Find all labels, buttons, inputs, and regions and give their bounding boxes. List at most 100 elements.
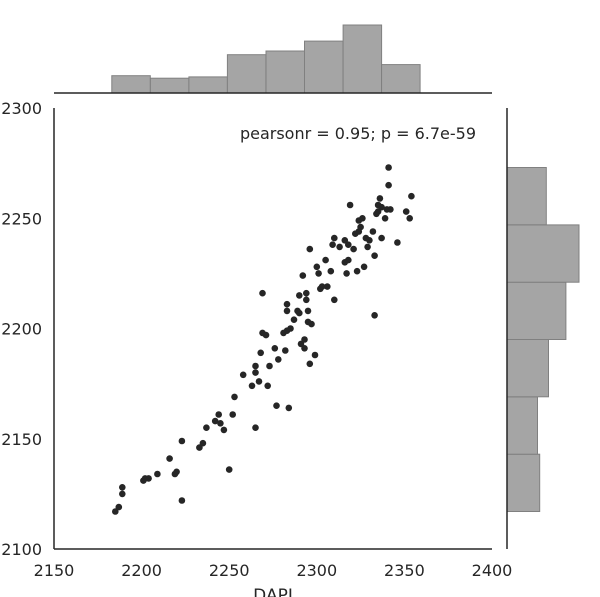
scatter-point-69 xyxy=(331,234,338,242)
y-tick-label-4: 2300 xyxy=(1,99,42,118)
scatter-point-88 xyxy=(366,237,373,244)
right-hist-bar-2 xyxy=(506,339,549,398)
scatter-point-14 xyxy=(199,439,207,447)
scatter-point-91 xyxy=(371,312,378,319)
scatter-point-24 xyxy=(248,382,256,390)
scatter-point-13 xyxy=(196,444,203,451)
scatter-point-101 xyxy=(385,181,392,189)
scatter-point-48 xyxy=(296,309,303,317)
scatter-point-11 xyxy=(178,437,186,445)
scatter-point-29 xyxy=(257,349,265,357)
scatter-point-22 xyxy=(231,393,238,401)
top-hist-bar-3 xyxy=(226,54,267,94)
x-tick-label-4: 2350 xyxy=(384,561,425,580)
scatter-point-70 xyxy=(331,296,338,304)
scatter-point-103 xyxy=(394,239,401,246)
scatter-point-18 xyxy=(217,420,224,427)
right-marginal-histogram xyxy=(506,167,580,513)
scatter-point-42 xyxy=(283,300,291,308)
scatter-point-23 xyxy=(239,371,247,379)
scatter-point-6 xyxy=(145,475,152,482)
scatter-point-54 xyxy=(303,289,310,297)
scatter-point-28 xyxy=(255,378,263,385)
x-tick-label-1: 2200 xyxy=(121,561,162,580)
scatter-point-94 xyxy=(374,208,382,215)
scatter-point-89 xyxy=(369,228,377,235)
right-hist-bar-0 xyxy=(506,453,541,513)
top-hist-bar-0 xyxy=(111,75,151,94)
scatter-point-32 xyxy=(262,331,270,339)
scatter-point-1 xyxy=(115,503,123,511)
scatter-point-43 xyxy=(285,404,293,412)
right-hist-bar-4 xyxy=(506,224,580,283)
scatter-point-7 xyxy=(154,470,161,478)
scatter-points xyxy=(112,164,415,515)
x-tick-labels: 2150 2200 2250 2300 2350 2400 xyxy=(34,561,513,580)
top-hist-bar-5 xyxy=(304,40,344,94)
x-tick-label-3: 2300 xyxy=(296,561,337,580)
scatter-point-84 xyxy=(359,215,366,222)
scatter-point-78 xyxy=(350,245,357,253)
scatter-point-67 xyxy=(327,267,335,275)
top-hist-bar-7 xyxy=(381,64,421,94)
scatter-point-31 xyxy=(259,289,266,297)
y-tick-label-3: 2250 xyxy=(1,209,42,228)
scatter-point-33 xyxy=(264,382,272,390)
scatter-point-83 xyxy=(357,223,364,231)
scatter-point-41 xyxy=(283,307,291,315)
right-hist-bar-3 xyxy=(506,281,567,341)
scatter-point-64 xyxy=(318,283,326,290)
x-axis-label: DAPI xyxy=(253,586,293,597)
scatter-point-80 xyxy=(353,267,361,275)
y-tick-label-1: 2150 xyxy=(1,430,42,449)
scatter-point-50 xyxy=(299,272,307,279)
scatter-point-100 xyxy=(385,164,392,171)
scatter-point-68 xyxy=(329,241,336,248)
top-hist-bar-4 xyxy=(265,50,305,94)
scatter-point-21 xyxy=(229,411,236,418)
y-tick-label-2: 2200 xyxy=(1,320,42,339)
scatter-point-59 xyxy=(308,320,315,328)
scatter-point-37 xyxy=(275,356,282,363)
scatter-point-16 xyxy=(211,417,219,425)
scatter-point-97 xyxy=(378,234,385,242)
right-hist-bar-5 xyxy=(506,167,547,226)
scatter-point-58 xyxy=(306,360,314,368)
scatter-point-0 xyxy=(112,508,119,515)
scatter-point-72 xyxy=(341,237,349,244)
scatter-point-51 xyxy=(301,336,308,343)
scatter-point-25 xyxy=(252,424,259,432)
scatter-point-62 xyxy=(315,270,322,277)
scatter-point-35 xyxy=(271,345,279,352)
scatter-point-75 xyxy=(345,256,352,264)
scatter-point-90 xyxy=(371,252,378,259)
scatter-point-3 xyxy=(119,484,126,491)
scatter-point-57 xyxy=(306,245,314,253)
pearson-annotation: pearsonr = 0.95; p = 6.7e-59 xyxy=(240,124,476,143)
scatter-point-87 xyxy=(364,243,371,251)
scatter-point-26 xyxy=(252,369,259,376)
scatter-point-47 xyxy=(296,292,303,299)
scatter-point-98 xyxy=(381,215,389,222)
scatter-point-45 xyxy=(290,316,298,324)
scatter-point-76 xyxy=(345,241,352,248)
scatter-point-102 xyxy=(387,206,394,213)
scatter-point-53 xyxy=(303,296,310,304)
scatter-point-106 xyxy=(408,192,415,200)
scatter-point-74 xyxy=(343,270,350,277)
top-marginal-histogram xyxy=(111,24,421,94)
scatter-point-65 xyxy=(322,256,329,264)
top-hist-bar-2 xyxy=(188,76,228,94)
scatter-point-36 xyxy=(273,402,280,410)
scatter-point-71 xyxy=(336,243,343,251)
top-hist-bar-6 xyxy=(342,24,383,94)
scatter-point-39 xyxy=(282,347,289,354)
scatter-point-61 xyxy=(313,263,321,271)
scatter-point-105 xyxy=(406,215,414,222)
scatter-point-49 xyxy=(297,340,305,348)
scatter-point-44 xyxy=(287,325,294,332)
y-tick-labels: 2100 2150 2200 2250 2300 xyxy=(1,99,42,559)
right-hist-bar-1 xyxy=(506,396,538,455)
scatter-point-27 xyxy=(252,362,259,370)
